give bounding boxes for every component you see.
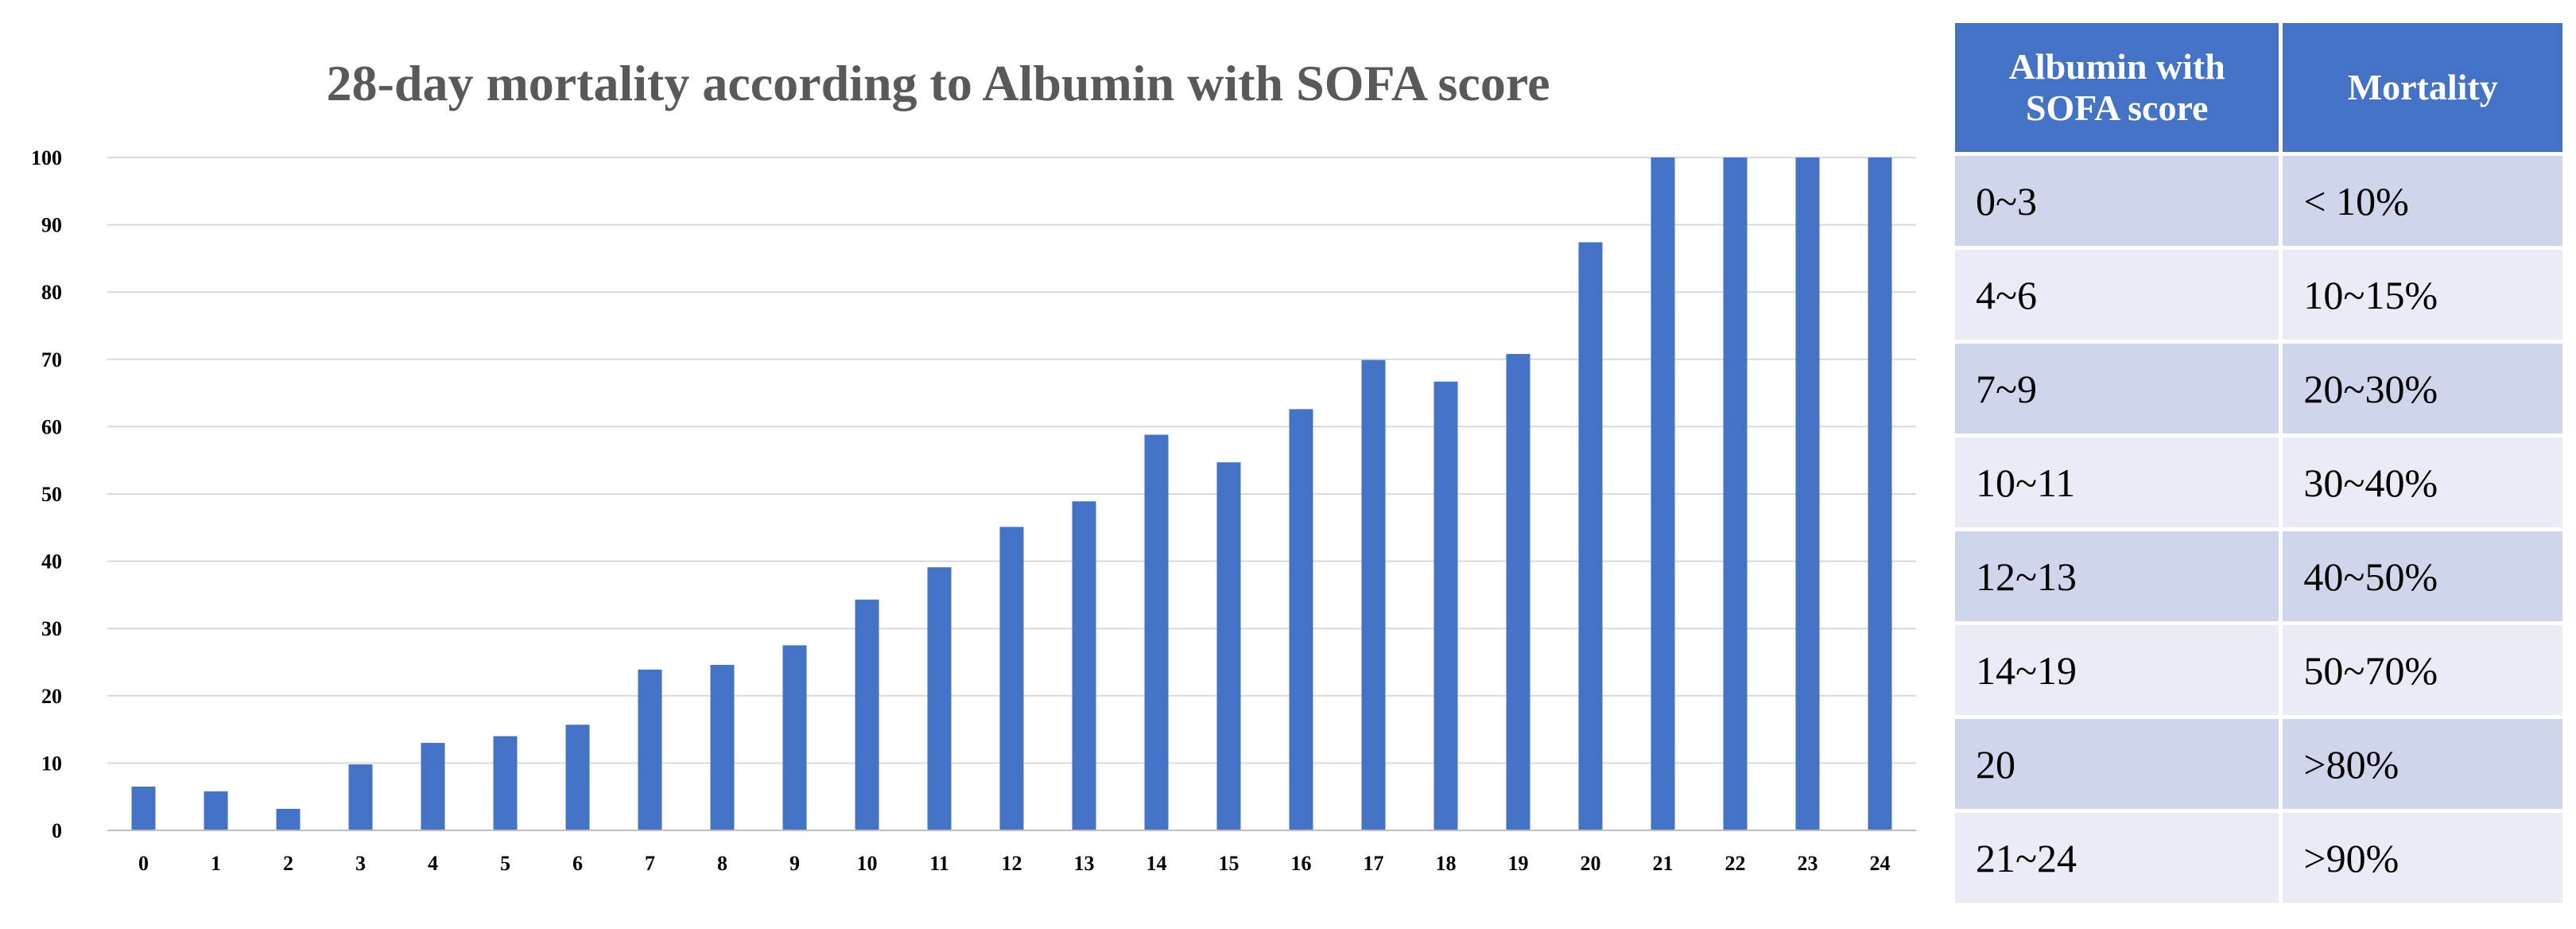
bars xyxy=(131,157,1892,831)
bar xyxy=(1795,157,1820,830)
y-tick-label: 60 xyxy=(41,415,62,438)
chart-title: 28-day mortality according to Albumin wi… xyxy=(327,55,1550,111)
x-tick-label: 23 xyxy=(1798,852,1818,875)
table-row: 0~3 < 10% xyxy=(1955,156,2562,246)
bar xyxy=(1868,157,1892,830)
bar xyxy=(855,599,879,830)
x-tick-label: 3 xyxy=(355,852,366,875)
bar xyxy=(638,669,662,830)
table-row: 7~9 20~30% xyxy=(1955,344,2562,433)
table-cell-mortality: < 10% xyxy=(2283,156,2562,246)
bar xyxy=(348,764,373,830)
table-cell-mortality: 20~30% xyxy=(2283,344,2562,433)
x-tick-label: 1 xyxy=(211,852,221,875)
bar xyxy=(999,527,1024,830)
mortality-table: Albumin with SOFA score Mortality 0~3 < 1… xyxy=(1951,19,2566,907)
x-tick-label: 12 xyxy=(1002,852,1022,875)
x-tick-label: 16 xyxy=(1291,852,1312,875)
x-tick-label: 11 xyxy=(929,852,949,875)
bar xyxy=(276,808,301,830)
x-tick-label: 7 xyxy=(645,852,655,875)
table-cell-mortality: 40~50% xyxy=(2283,531,2562,621)
table-cell-mortality: 50~70% xyxy=(2283,625,2562,715)
table-header-mortality: Mortality xyxy=(2283,23,2562,152)
table-cell-range: 4~6 xyxy=(1955,250,2279,340)
bar xyxy=(1506,354,1530,831)
x-tick-label: 0 xyxy=(138,852,149,875)
x-tick-label: 10 xyxy=(857,852,878,875)
bar xyxy=(421,743,445,830)
bar xyxy=(1433,381,1458,830)
x-tick-label: 22 xyxy=(1725,852,1746,875)
table-header-range: Albumin with SOFA score xyxy=(1955,23,2279,152)
table-header-row: Albumin with SOFA score Mortality xyxy=(1955,23,2562,152)
bar xyxy=(927,567,952,830)
y-tick-label: 10 xyxy=(41,752,62,775)
x-tick-label: 19 xyxy=(1508,852,1529,875)
table-cell-mortality: >80% xyxy=(2283,719,2562,809)
bar xyxy=(1289,409,1313,830)
table-row: 21~24 >90% xyxy=(1955,813,2562,903)
x-tick-label: 18 xyxy=(1436,852,1457,875)
y-tick-label: 0 xyxy=(52,819,62,842)
y-tick-label: 40 xyxy=(41,550,62,573)
x-tick-label: 13 xyxy=(1074,852,1095,875)
x-tick-label: 20 xyxy=(1581,852,1601,875)
y-tick-label: 50 xyxy=(41,483,62,506)
y-tick-label: 30 xyxy=(41,617,62,640)
bar xyxy=(1361,360,1386,830)
table-row: 14~19 50~70% xyxy=(1955,625,2562,715)
x-tick-label: 24 xyxy=(1870,852,1891,875)
bar xyxy=(710,664,735,830)
table-cell-mortality: 10~15% xyxy=(2283,250,2562,340)
bar-chart: 28-day mortality according to Albumin wi… xyxy=(31,55,1916,875)
table-cell-mortality: 30~40% xyxy=(2283,437,2562,527)
x-tick-label: 8 xyxy=(717,852,727,875)
bar xyxy=(782,645,807,830)
bar xyxy=(1723,157,1748,830)
table-cell-range: 0~3 xyxy=(1955,156,2279,246)
y-axis-ticks: 0 10 20 30 40 50 60 70 80 90 100 xyxy=(31,146,62,842)
bar xyxy=(1651,157,1675,830)
bar xyxy=(1072,501,1096,830)
x-tick-label: 2 xyxy=(283,852,293,875)
table-row: 10~11 30~40% xyxy=(1955,437,2562,527)
gridlines xyxy=(107,157,1916,764)
y-tick-label: 70 xyxy=(41,348,62,371)
x-tick-label: 17 xyxy=(1364,852,1384,875)
table-body: 0~3 < 10% 4~6 10~15% 7~9 20~30% 10~11 30~40% 12~… xyxy=(1955,156,2562,903)
x-tick-label: 21 xyxy=(1653,852,1674,875)
bar xyxy=(1144,434,1169,830)
y-tick-label: 20 xyxy=(41,685,62,708)
bar xyxy=(204,791,228,830)
table-cell-mortality: >90% xyxy=(2283,813,2562,903)
y-tick-label: 100 xyxy=(31,146,62,169)
x-tick-label: 15 xyxy=(1219,852,1240,875)
table-cell-range: 12~13 xyxy=(1955,531,2279,621)
y-tick-label: 80 xyxy=(41,281,62,304)
chart-canvas: 28-day mortality according to Albumin wi… xyxy=(31,55,1916,875)
bar xyxy=(1578,242,1603,830)
x-tick-label: 5 xyxy=(500,852,510,875)
table-cell-range: 20 xyxy=(1955,719,2279,809)
table-cell-range: 14~19 xyxy=(1955,625,2279,715)
x-tick-label: 9 xyxy=(789,852,800,875)
bar xyxy=(1216,462,1241,830)
table-cell-range: 21~24 xyxy=(1955,813,2279,903)
x-tick-label: 14 xyxy=(1146,852,1167,875)
table-row: 12~13 40~50% xyxy=(1955,531,2562,621)
bar xyxy=(493,736,518,830)
bar xyxy=(131,787,156,830)
x-tick-label: 4 xyxy=(428,852,438,875)
table-row: 4~6 10~15% xyxy=(1955,250,2562,340)
table-cell-range: 7~9 xyxy=(1955,344,2279,433)
x-tick-label: 6 xyxy=(572,852,583,875)
table-row: 20 >80% xyxy=(1955,719,2562,809)
y-tick-label: 90 xyxy=(41,214,62,237)
x-axis-ticks: 0 1 2 3 4 5 6 7 8 9 10 11 12 13 14 15 16 17 18 19 20 21 22 23 24 xyxy=(138,852,1891,875)
bar xyxy=(565,725,590,830)
table-cell-range: 10~11 xyxy=(1955,437,2279,527)
